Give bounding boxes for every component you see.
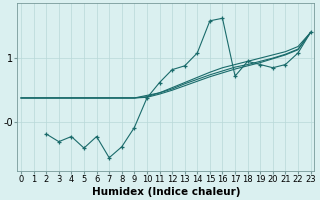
X-axis label: Humidex (Indice chaleur): Humidex (Indice chaleur)	[92, 187, 240, 197]
